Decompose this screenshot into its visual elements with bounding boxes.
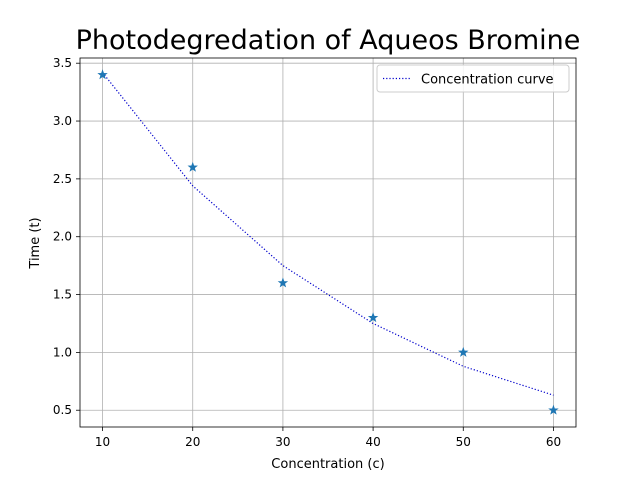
- chart-title: Photodegredation of Aqueos Bromine: [76, 25, 581, 56]
- y-tick-label-0: 0.5: [53, 403, 72, 417]
- axes-frame: [79, 57, 577, 428]
- data-point-2: [277, 277, 289, 288]
- y-tick-label-4: 2.5: [53, 172, 72, 186]
- y-tick-label-2: 1.5: [53, 288, 72, 302]
- x-tick-label-5: 60: [546, 435, 561, 449]
- legend-box: [376, 64, 570, 93]
- x-tick-label-1: 20: [185, 435, 200, 449]
- data-point-0: [97, 69, 108, 80]
- data-point-5: [548, 404, 559, 415]
- x-tick-label-3: 40: [365, 435, 380, 449]
- x-axis-label: Concentration (c): [271, 457, 384, 472]
- plot-area: 10 20 30 40 50 60 0.5 1.0 1.5 2.0 2.5 3.0 3.5 Concent…: [53, 56, 577, 449]
- x-tick-label-2: 30: [275, 435, 290, 449]
- data-point-1: [187, 161, 198, 172]
- data-point-4: [458, 346, 469, 357]
- x-tick-label-4: 50: [456, 435, 471, 449]
- legend-label: Concentration curve: [421, 73, 554, 88]
- y-tick-label-6: 3.5: [53, 56, 72, 70]
- data-point-3: [367, 312, 379, 323]
- y-axis-label: Time (t): [28, 217, 43, 269]
- y-tick-label-3: 2.0: [53, 230, 72, 244]
- x-tick-label-0: 10: [95, 435, 110, 449]
- y-tick-label-1: 1.0: [53, 345, 72, 359]
- y-tick-label-5: 3.0: [53, 114, 72, 128]
